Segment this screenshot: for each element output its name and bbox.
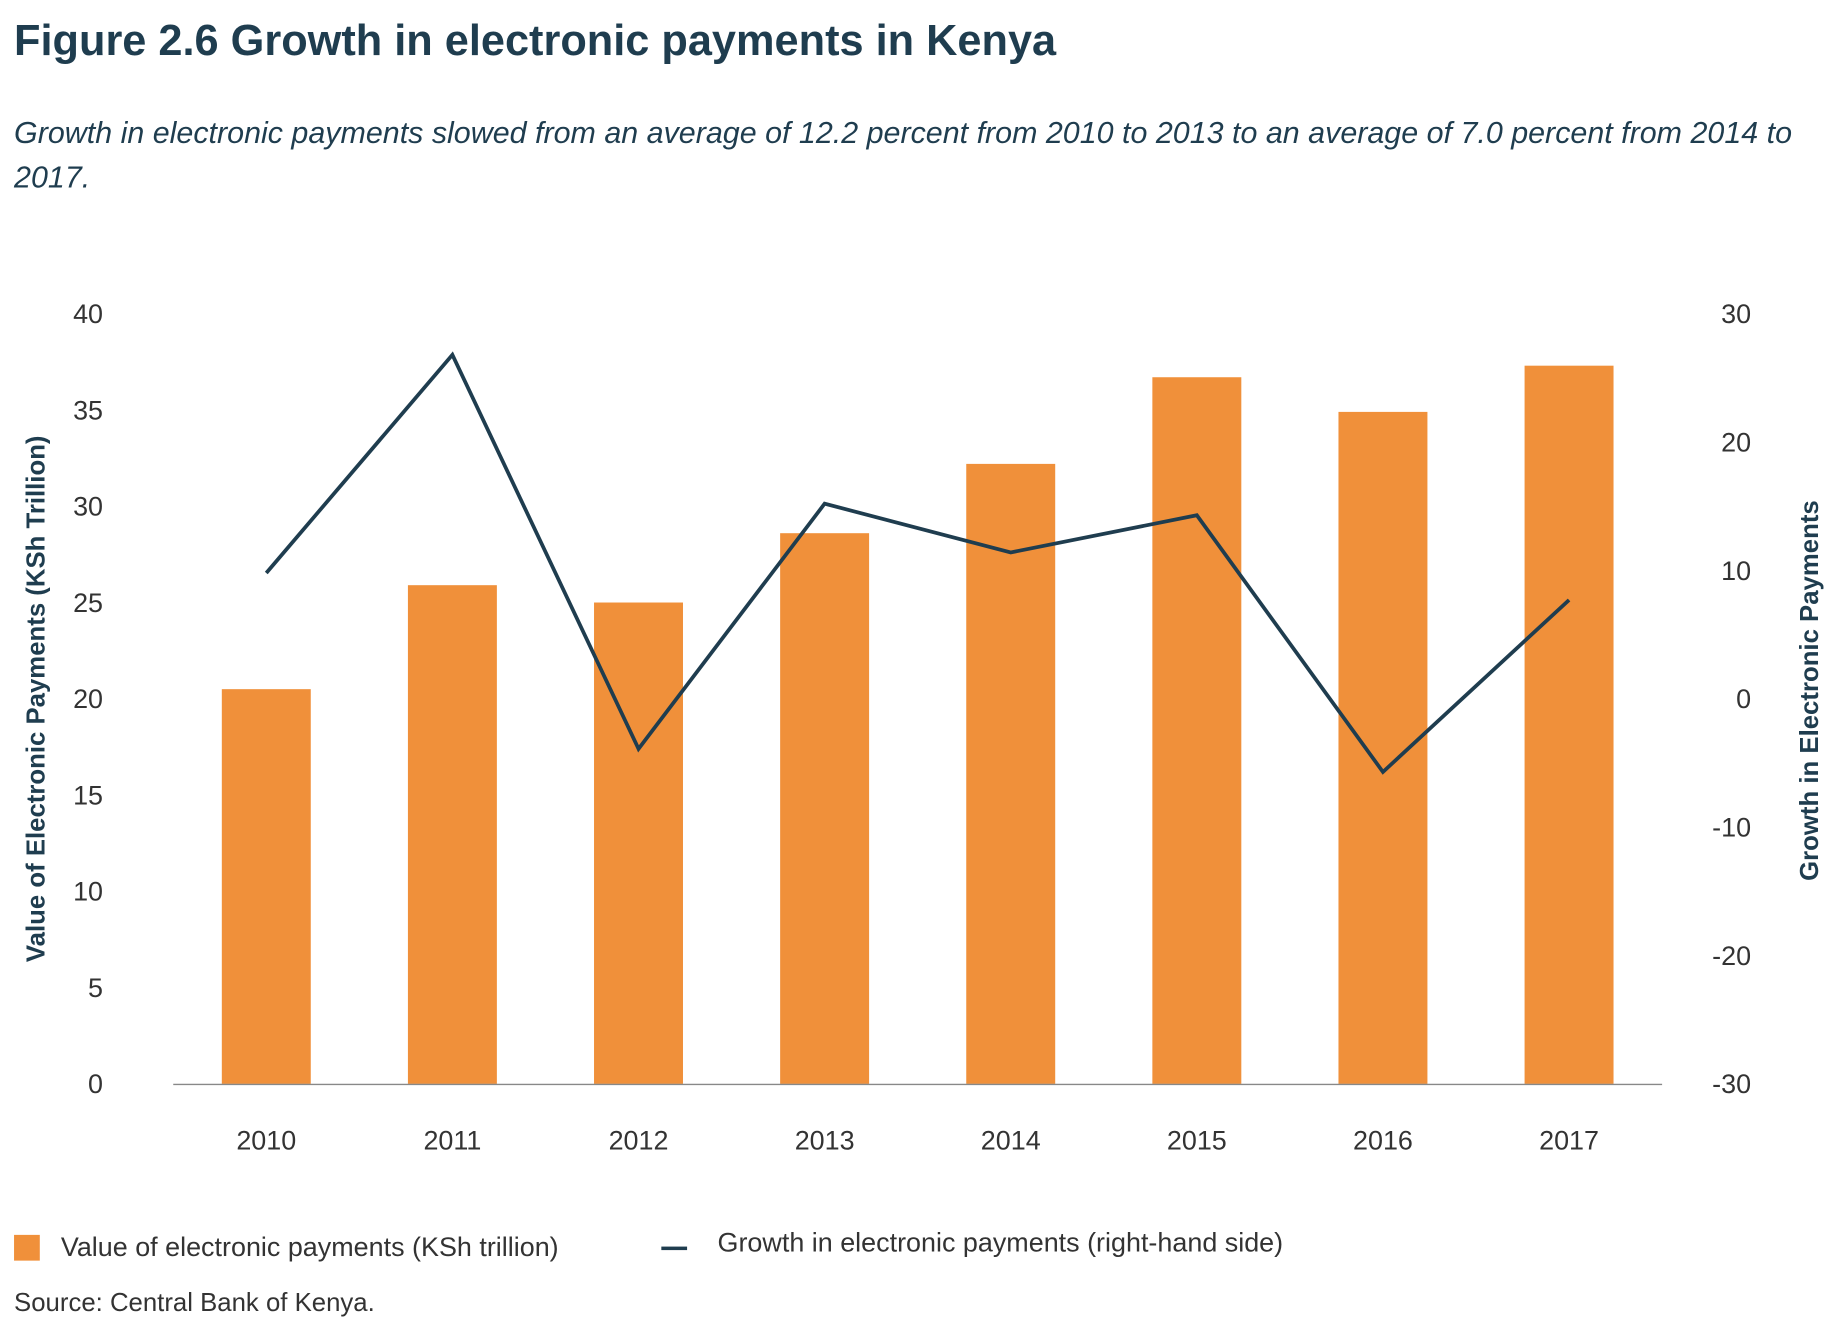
y-right-tick: 10 — [1721, 556, 1751, 586]
legend-label-bars: Value of electronic payments (KSh trilli… — [60, 1231, 559, 1262]
x-tick: 2017 — [1539, 1125, 1599, 1155]
chart-title: Figure 2.6 Growth in electronic payments… — [14, 16, 1057, 65]
x-tick: 2014 — [981, 1125, 1041, 1155]
x-tick: 2016 — [1353, 1125, 1413, 1155]
x-tick: 2010 — [236, 1125, 296, 1155]
y-left-tick: 30 — [73, 492, 103, 522]
bar-2013 — [780, 533, 870, 1084]
bar-2017 — [1524, 365, 1614, 1084]
legend-label-line: Growth in electronic payments (right-han… — [717, 1226, 1284, 1258]
chart-svg: 0 5 10 15 20 25 30 35 40 -30 -20 -10 0 10 20 30 2010 2011… — [22, 299, 1824, 1155]
bar-2015 — [1152, 377, 1242, 1084]
bar-2012 — [594, 602, 683, 1084]
y-left-tick: 5 — [88, 973, 103, 1003]
legend-swatch-bar — [14, 1234, 40, 1261]
y-right-tick: 0 — [1736, 684, 1751, 714]
x-tick: 2012 — [609, 1125, 669, 1155]
chart-subtitle: Growth in electronic payments slowed fro… — [14, 114, 1793, 195]
x-tick: 2015 — [1167, 1125, 1227, 1155]
y-right-axis-label: Growth in Electronic Payments — [1796, 500, 1824, 881]
y-left-tick: 40 — [73, 299, 103, 329]
bar-2011 — [407, 585, 497, 1084]
y-left-tick: 10 — [73, 877, 103, 907]
bar-2010 — [221, 689, 311, 1084]
y-left-tick: 35 — [73, 395, 103, 425]
y-right-tick: -30 — [1712, 1069, 1751, 1099]
bar-2016 — [1338, 411, 1428, 1084]
x-tick: 2011 — [423, 1125, 481, 1155]
legend-swatch-line — [661, 1246, 688, 1251]
source-note: Source: Central Bank of Kenya. — [14, 1287, 375, 1317]
legend-item-line: Growth in electronic payments (right-han… — [661, 1227, 1283, 1259]
y-left-tick: 25 — [73, 588, 103, 618]
y-left-tick: 0 — [88, 1069, 103, 1099]
y-right-tick: -20 — [1712, 941, 1751, 971]
y-left-tick: 15 — [73, 780, 103, 810]
y-right-tick: 20 — [1721, 427, 1751, 457]
y-right-tick: 30 — [1721, 299, 1751, 329]
y-right-tick: -10 — [1712, 813, 1751, 843]
growth-line — [264, 351, 1571, 775]
bar-2014 — [966, 463, 1056, 1084]
y-left-axis-label: Value of Electronic Payments (KSh Trilli… — [22, 435, 50, 962]
legend-item-bars: Value of electronic payments (KSh trilli… — [14, 1231, 559, 1263]
y-left-tick: 20 — [73, 684, 103, 714]
x-tick: 2013 — [795, 1125, 855, 1155]
